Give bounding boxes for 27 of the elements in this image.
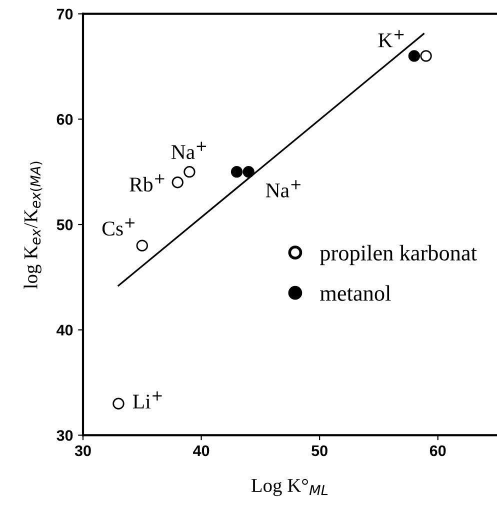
y-tick-label: 30: [56, 430, 73, 441]
x-tick-label: 60: [430, 445, 446, 456]
point: [242, 166, 254, 178]
point: [230, 166, 243, 178]
annotation: Li$^{+}$: [132, 391, 162, 408]
annotation: Na$^{+}$: [266, 180, 300, 198]
point: [420, 50, 432, 62]
point: [136, 240, 148, 252]
annotation: Na$^{+}$: [171, 142, 206, 160]
y-tick-label: 50: [56, 219, 73, 230]
point: [184, 166, 196, 178]
annotation: Cs$^{+}$: [102, 218, 134, 236]
x-tick-label: 40: [193, 445, 210, 456]
y-tick-label: 60: [56, 114, 73, 125]
point: [112, 398, 124, 410]
x-axis-title: Log K°$_{ML}$: [251, 478, 328, 496]
point: [172, 176, 184, 188]
legend-label: metanol: [320, 285, 391, 301]
legend-label: propilen karbonat: [320, 244, 477, 266]
annotation: K$^{+}$: [378, 30, 404, 48]
y-tick-label: 70: [56, 8, 73, 20]
y-axis-title: log K$_{ex}$/K$_{ex(MA)}$: [24, 162, 42, 289]
x-tick-label: 30: [74, 445, 91, 456]
annotation: Rb$^{+}$: [130, 174, 164, 192]
y-tick-label: 40: [56, 324, 73, 336]
point: [408, 50, 420, 62]
x-tick-label: 50: [312, 445, 328, 456]
